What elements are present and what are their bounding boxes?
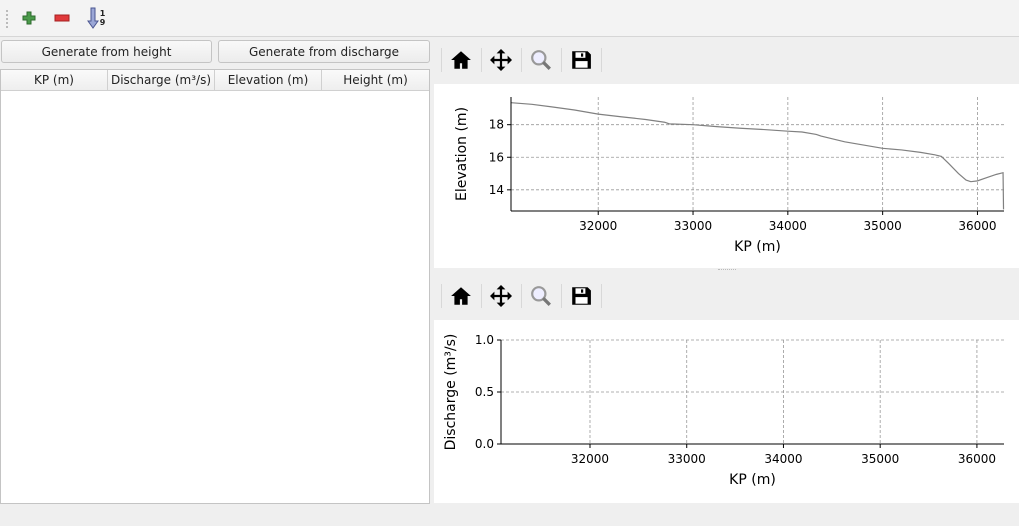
y-tick-label: 18 bbox=[489, 118, 504, 132]
data-table[interactable]: KP (m) Discharge (m³/s) Elevation (m) He… bbox=[0, 69, 430, 504]
x-tick-label: 34000 bbox=[769, 219, 807, 233]
remove-row-button[interactable] bbox=[52, 8, 72, 28]
toolbar-separator bbox=[441, 48, 442, 72]
save-icon bbox=[572, 287, 591, 305]
y-tick-label: 0.0 bbox=[475, 437, 494, 451]
toolbar-separator bbox=[561, 48, 562, 72]
x-tick-label: 35000 bbox=[864, 219, 902, 233]
x-tick-label: 36000 bbox=[958, 219, 996, 233]
toolbar-grip[interactable] bbox=[6, 10, 10, 28]
column-header-discharge[interactable]: Discharge (m³/s) bbox=[108, 70, 215, 91]
pan-button[interactable] bbox=[486, 282, 516, 310]
elevation-plot-canvas[interactable]: 32000 33000 34000 35000 36000 14 16 18 KP (m) Ele… bbox=[434, 84, 1019, 268]
zoom-icon bbox=[531, 50, 551, 70]
home-icon bbox=[451, 51, 471, 69]
y-tick-label: 0.5 bbox=[475, 385, 494, 399]
add-icon bbox=[22, 11, 36, 25]
sort-digit-bottom: 9 bbox=[99, 18, 106, 27]
zoom-icon bbox=[531, 286, 551, 306]
x-axis-label: KP (m) bbox=[734, 239, 781, 255]
home-icon bbox=[451, 287, 471, 305]
generate-from-height-button[interactable]: Generate from height bbox=[1, 40, 212, 63]
toolbar-separator bbox=[521, 284, 522, 308]
toolbar-separator bbox=[521, 48, 522, 72]
column-header-height[interactable]: Height (m) bbox=[322, 70, 429, 91]
home-button[interactable] bbox=[446, 46, 476, 74]
pan-icon bbox=[490, 285, 512, 307]
home-button[interactable] bbox=[446, 282, 476, 310]
toolbar-separator bbox=[601, 284, 602, 308]
discharge-chart[interactable]: 32000 33000 34000 35000 36000 0.0 0.5 1.0 KP (m)… bbox=[434, 320, 1019, 503]
zoom-button[interactable] bbox=[526, 282, 556, 310]
toolbar-separator bbox=[441, 284, 442, 308]
remove-icon bbox=[54, 14, 70, 22]
main-toolbar: 1 9 bbox=[0, 0, 1019, 37]
column-header-kp[interactable]: KP (m) bbox=[1, 70, 108, 91]
elevation-plot-toolbar bbox=[434, 40, 1019, 80]
save-icon bbox=[572, 51, 591, 69]
y-axis-label: Elevation (m) bbox=[454, 107, 470, 201]
y-tick-label: 1.0 bbox=[475, 333, 494, 347]
x-tick-label: 36000 bbox=[958, 452, 996, 466]
discharge-plot-canvas[interactable]: 32000 33000 34000 35000 36000 0.0 0.5 1.0 KP (m)… bbox=[434, 320, 1019, 503]
x-tick-label: 33000 bbox=[674, 219, 712, 233]
x-tick-label: 35000 bbox=[861, 452, 899, 466]
add-row-button[interactable] bbox=[19, 8, 39, 28]
x-axis-label: KP (m) bbox=[729, 472, 776, 488]
x-tick-label: 32000 bbox=[571, 452, 609, 466]
pan-button[interactable] bbox=[486, 46, 516, 74]
elevation-chart[interactable]: 32000 33000 34000 35000 36000 14 16 18 KP (m) Ele… bbox=[434, 84, 1019, 268]
y-tick-label: 16 bbox=[489, 150, 504, 164]
x-tick-label: 33000 bbox=[668, 452, 706, 466]
x-tick-label: 34000 bbox=[764, 452, 802, 466]
column-header-elevation[interactable]: Elevation (m) bbox=[215, 70, 322, 91]
status-bar bbox=[0, 505, 1019, 526]
sort-button[interactable]: 1 9 bbox=[84, 7, 108, 29]
toolbar-separator bbox=[481, 284, 482, 308]
zoom-button[interactable] bbox=[526, 46, 556, 74]
pan-icon bbox=[490, 49, 512, 71]
sort-ascending-icon bbox=[86, 7, 99, 29]
elevation-line bbox=[510, 102, 1005, 210]
sort-digit-top: 1 bbox=[99, 9, 106, 18]
x-tick-label: 32000 bbox=[579, 219, 617, 233]
toolbar-separator bbox=[601, 48, 602, 72]
toolbar-separator bbox=[561, 284, 562, 308]
generate-from-discharge-button[interactable]: Generate from discharge bbox=[218, 40, 430, 63]
save-button[interactable] bbox=[566, 46, 596, 74]
discharge-plot-toolbar bbox=[434, 276, 1019, 316]
y-tick-label: 14 bbox=[489, 183, 504, 197]
save-button[interactable] bbox=[566, 282, 596, 310]
y-axis-label: Discharge (m³/s) bbox=[443, 334, 459, 451]
toolbar-separator bbox=[481, 48, 482, 72]
splitter-handle[interactable] bbox=[718, 269, 736, 271]
